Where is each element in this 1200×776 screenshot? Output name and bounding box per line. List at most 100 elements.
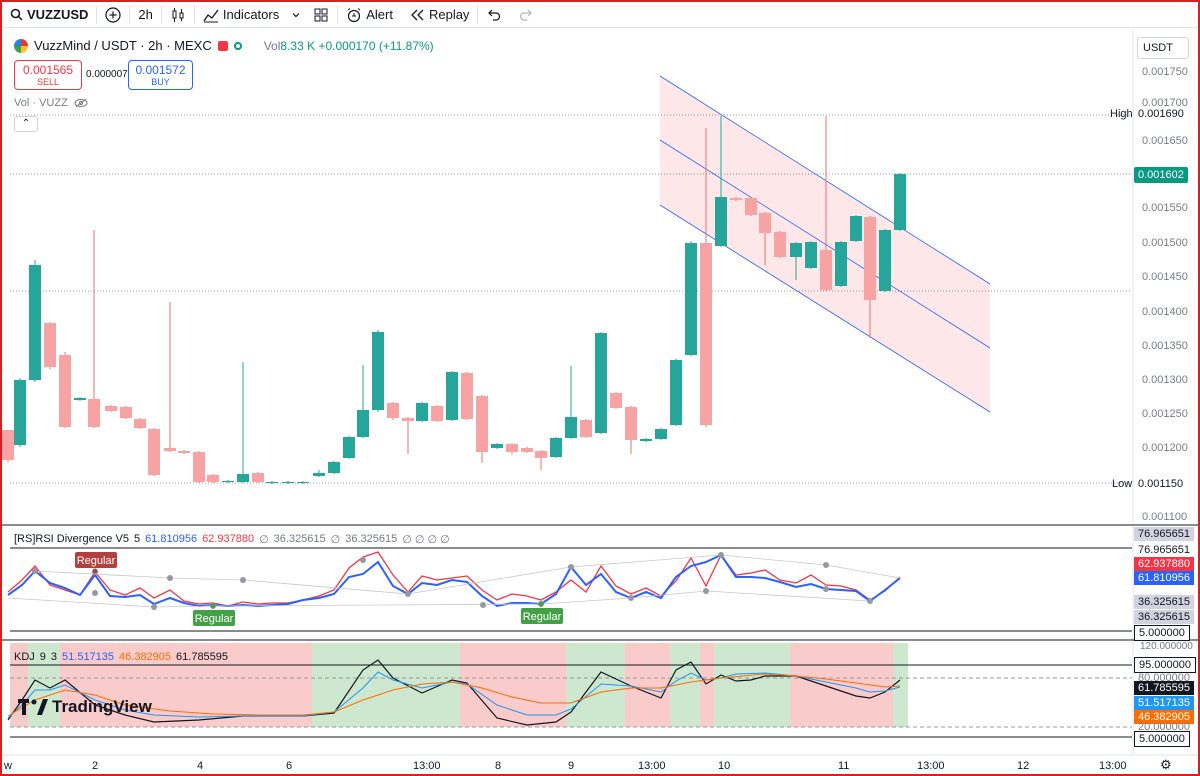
collapse-legend-button[interactable]: ⌃ [14, 116, 38, 132]
pivot-dot [718, 552, 724, 558]
interval-button[interactable]: 2h [130, 2, 160, 28]
candle [625, 406, 637, 454]
candle [14, 378, 26, 447]
candle [357, 365, 369, 438]
rsi-value-2: 62.937880 [202, 533, 255, 545]
candle [74, 397, 86, 401]
rsi-pane: Regular Regular Regular [7, 547, 1132, 632]
candle [820, 116, 832, 291]
candle [685, 241, 697, 356]
candle [774, 231, 786, 258]
compare-symbol-button[interactable] [97, 2, 129, 28]
candle [120, 406, 132, 419]
rsi-value-1: 61.810956 [145, 533, 198, 545]
candle [835, 241, 847, 287]
pivot-dot [405, 591, 411, 597]
candle [491, 443, 503, 449]
candle [313, 470, 325, 477]
alert-button[interactable]: Alert [338, 2, 401, 28]
candle [745, 197, 757, 216]
rsi-value-7: ∅ ∅ ∅ ∅ [402, 534, 450, 546]
kdj-j-line [7, 659, 901, 726]
time-tick: 2 [92, 760, 99, 772]
regular-label-text: Regular [195, 613, 234, 625]
time-tick: 13:00 [917, 760, 945, 772]
pivot-dot [703, 588, 709, 594]
price-tick: 0.001400 [1142, 306, 1188, 318]
vuzzmind-logo-icon [14, 38, 28, 53]
kdj-d-value: 46.382905 [119, 651, 172, 663]
symbol-search-button[interactable]: VUZZUSD [2, 2, 96, 28]
eye-hidden-icon[interactable] [74, 98, 88, 108]
redo-button[interactable] [510, 2, 542, 28]
pivot-dot [151, 604, 157, 610]
candle [105, 405, 117, 412]
indicators-dropdown-button[interactable] [287, 2, 305, 28]
chart-settings-button[interactable]: ⚙ [1160, 757, 1172, 773]
tradingview-brand: TradingView [18, 697, 152, 717]
candle [790, 242, 802, 280]
candle [59, 352, 71, 428]
candle [879, 229, 891, 292]
price-tick: 0.001650 [1142, 135, 1188, 147]
symbol-legend: VuzzMind / USDT · 2h · MEXC Vol8.33 K +0… [14, 38, 434, 53]
time-tick: 4 [197, 760, 204, 772]
time-tick: w [4, 760, 12, 772]
candle [864, 216, 876, 338]
candle [2, 430, 14, 462]
pivot-dot [92, 590, 98, 596]
price-tick: 0.001500 [1142, 237, 1188, 249]
time-tick: 12 [1017, 760, 1030, 772]
grid-layout-icon [313, 7, 329, 23]
candle [29, 260, 41, 382]
candle [402, 417, 414, 454]
candle [134, 418, 146, 429]
layouts-button[interactable] [305, 2, 337, 28]
divergence-top-line [34, 554, 901, 595]
interval-label: 2h [138, 7, 153, 22]
redo-icon [518, 7, 534, 23]
price-tick: 0.001100 [1142, 511, 1188, 523]
replay-button[interactable]: Replay [401, 2, 477, 28]
price-change: +0.000170 (+11.87%) [318, 38, 434, 53]
pivot-dot [823, 586, 829, 592]
symbol-title[interactable]: VuzzMind / USDT · 2h · MEXC [34, 38, 212, 53]
rsi-name[interactable]: [RS]RSI Divergence V5 [14, 533, 129, 545]
rsi-scale-label: 5.000000 [1134, 625, 1190, 641]
divergence-bottom-line [7, 590, 871, 608]
kdj-name[interactable]: KDJ [14, 651, 35, 663]
divider [193, 5, 195, 24]
rsi-value-3: ∅ [259, 534, 269, 546]
pane-separators [2, 524, 1198, 641]
kdj-legend: KDJ 9 3 51.517135 46.382905 61.785595 [14, 651, 228, 663]
candle [565, 366, 577, 439]
candle [700, 128, 712, 427]
candle [655, 428, 667, 440]
rsi-length: 5 [133, 533, 141, 545]
candle [88, 230, 100, 428]
regular-label-text: Regular [523, 611, 562, 623]
plus-circle-icon [105, 6, 121, 23]
chart-type-button[interactable] [162, 2, 194, 28]
kdj-pane [7, 643, 1132, 738]
rsi-value-6: 36.325615 [345, 533, 398, 545]
vol-value: 8.33 K [280, 38, 316, 53]
rsi-red-line [7, 551, 901, 607]
sell-button[interactable]: 0.001565 SELL [14, 60, 82, 90]
buy-button[interactable]: 0.001572 BUY [128, 60, 193, 90]
pivot-dot [32, 568, 38, 574]
indicators-button[interactable]: Indicators [195, 2, 287, 28]
time-tick: 11 [838, 760, 850, 772]
tradingview-logo-icon [18, 699, 48, 715]
pivot-dot [240, 577, 246, 583]
currency-selector[interactable]: USDT [1137, 37, 1189, 59]
undo-button[interactable] [478, 2, 510, 28]
gear-icon: ⚙ [1160, 757, 1172, 772]
candle [282, 481, 294, 484]
buy-price: 0.001572 [135, 63, 186, 77]
candle [580, 419, 592, 438]
price-tick: 0.001200 [1142, 442, 1188, 454]
replay-label: Replay [428, 7, 470, 22]
